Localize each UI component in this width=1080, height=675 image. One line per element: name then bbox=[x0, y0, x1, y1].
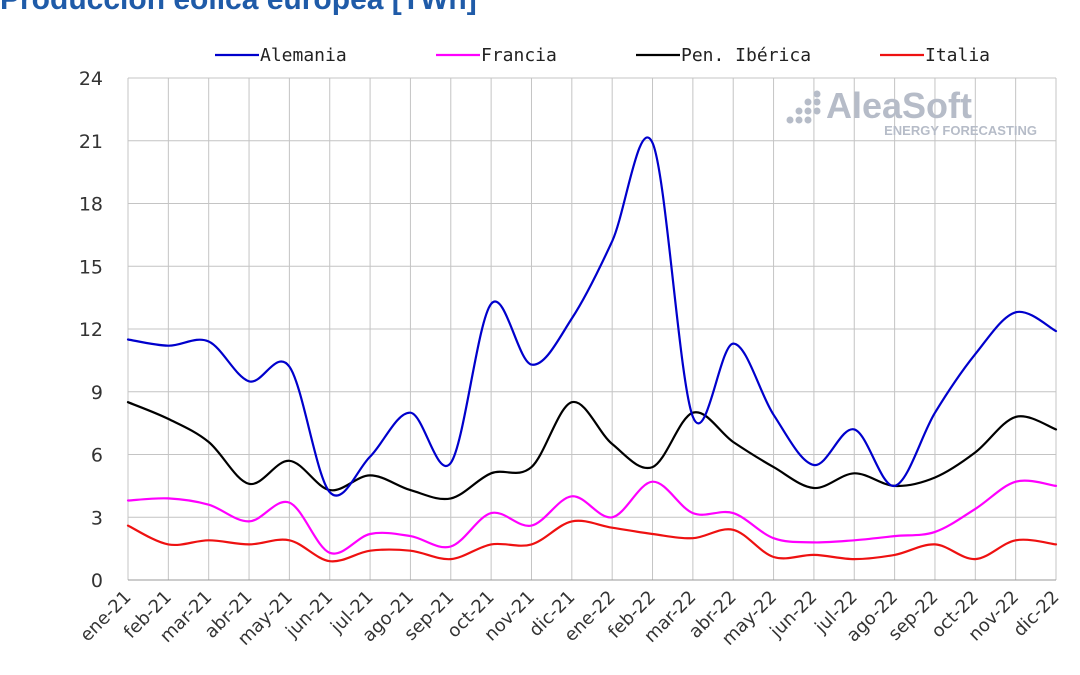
y-tick-label: 3 bbox=[91, 507, 103, 529]
y-axis-ticks: 0 3 6 9 12 15 18 21 24 bbox=[79, 68, 103, 592]
y-tick-label: 15 bbox=[79, 256, 103, 278]
legend-label-italia: Italia bbox=[925, 45, 990, 66]
grid bbox=[127, 77, 1057, 581]
legend-label-alemania: Alemania bbox=[260, 45, 347, 66]
legend-label-francia: Francia bbox=[481, 45, 557, 66]
x-tick-label: dic-22 bbox=[1009, 587, 1063, 641]
y-tick-label: 24 bbox=[79, 68, 103, 90]
x-tick-label: ene-21 bbox=[76, 587, 135, 646]
series-line-italia bbox=[126, 519, 1058, 563]
y-tick-label: 18 bbox=[79, 194, 103, 216]
legend-label-pen-ib-rica: Pen. Ibérica bbox=[681, 45, 811, 66]
watermark-brand: AleaSoft bbox=[826, 85, 972, 126]
aleasoft-watermark: AleaSoft ENERGY FORECASTING bbox=[786, 85, 1037, 138]
series-line-francia bbox=[126, 479, 1058, 555]
legend: Alemania Francia Pen. Ibérica Italia bbox=[215, 45, 990, 66]
watermark-tagline: ENERGY FORECASTING bbox=[884, 123, 1037, 138]
y-tick-label: 21 bbox=[79, 131, 103, 153]
page-title: Producción eólica europea [TWh] bbox=[0, 0, 477, 20]
y-tick-label: 9 bbox=[91, 382, 103, 404]
series-lines bbox=[126, 136, 1058, 563]
y-tick-label: 0 bbox=[91, 570, 103, 592]
y-tick-label: 12 bbox=[79, 319, 103, 341]
aleasoft-dots-icon bbox=[786, 90, 821, 124]
x-axis-ticks: ene-21feb-21mar-21abr-21may-21jun-21jul-… bbox=[76, 587, 1063, 650]
series-line-alemania bbox=[126, 136, 1058, 497]
y-tick-label: 6 bbox=[91, 445, 103, 467]
